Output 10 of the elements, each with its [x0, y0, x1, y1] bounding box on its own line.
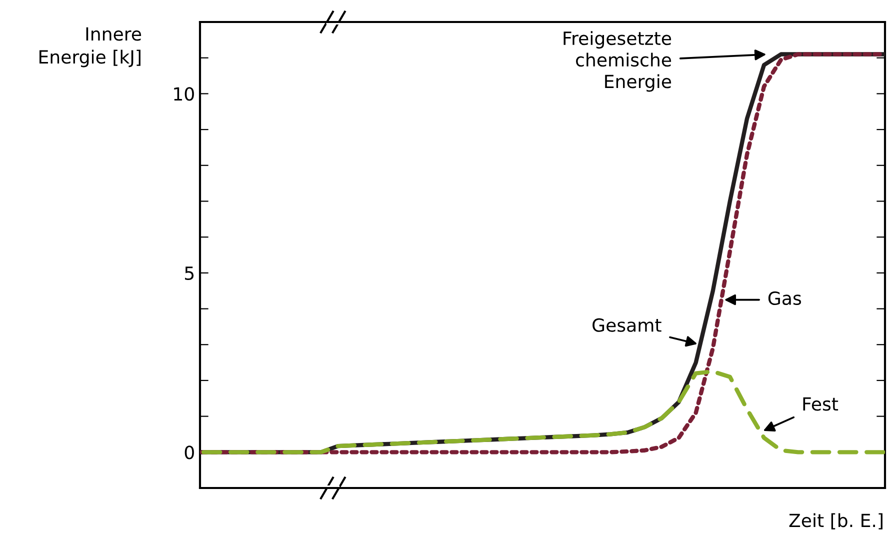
text: Fest: [803, 397, 838, 411]
line-series: [200, 52, 885, 454]
y-tick-label: 5: [185, 266, 194, 280]
y-tick-label: 10: [174, 87, 194, 101]
text: Gesamt: [592, 318, 662, 332]
y-tick-label: 0: [184, 446, 194, 460]
y-axis-title: Innere Energie [kJ]: [40, 27, 142, 68]
x-axis-title: Zeit [b. E.]: [789, 513, 882, 530]
annotation: Freigesetzte chemische Energie: [564, 31, 672, 92]
text: Gas: [768, 291, 802, 306]
